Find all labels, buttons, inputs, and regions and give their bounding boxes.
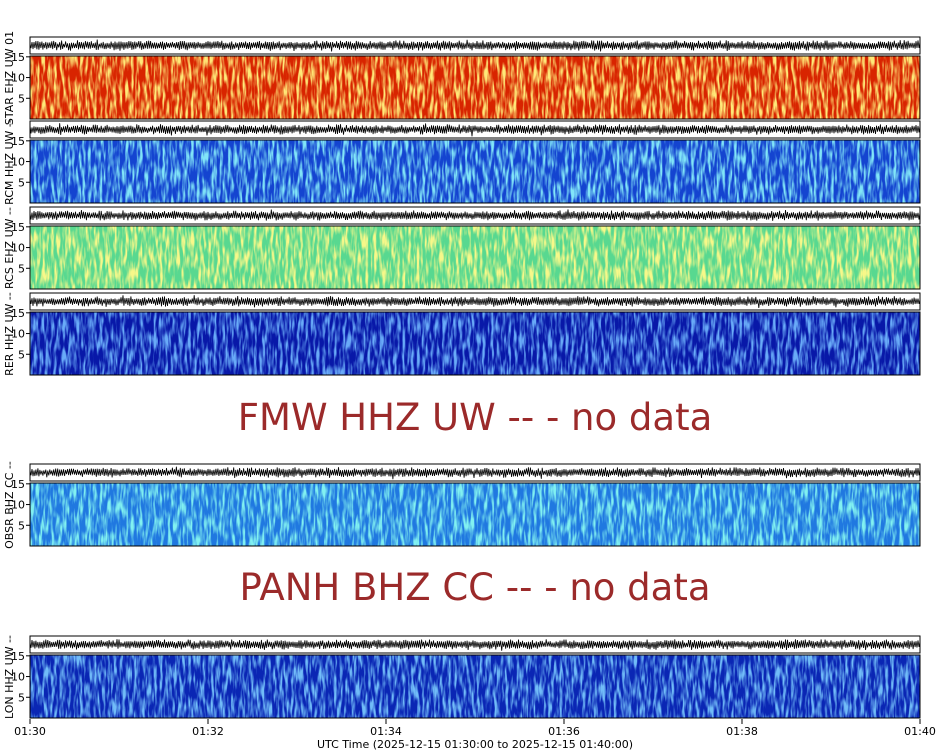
- y-tick-label: 10: [11, 242, 25, 255]
- y-tick-label: 10: [11, 156, 25, 169]
- spectrogram-frame: [29, 482, 921, 547]
- no-data-message: FMW HHZ UW -- - no data: [238, 396, 713, 439]
- x-tick-label: 01:32: [192, 725, 224, 738]
- spectrogram: [30, 56, 920, 119]
- spectrogram-frame: [29, 311, 921, 376]
- spectrogram: [30, 483, 920, 546]
- y-tick-label: 15: [11, 51, 25, 64]
- x-tick-label: 01:40: [904, 725, 936, 738]
- y-tick-label: 15: [11, 221, 25, 234]
- spectrogram: [30, 226, 920, 289]
- y-tick-label: 15: [11, 307, 25, 320]
- waveform: [29, 295, 921, 308]
- no-data-message: PANH BHZ CC -- - no data: [239, 566, 710, 609]
- station-label: RCM HHZ UW --: [3, 119, 16, 205]
- y-tick-label: 5: [18, 262, 25, 275]
- spectrogram-frame: [29, 654, 921, 719]
- waveform-frame: [29, 120, 921, 139]
- y-tick-label: 5: [18, 348, 25, 361]
- y-tick-label: 10: [11, 72, 25, 85]
- station-label: OBSR BHZ CC --: [3, 461, 16, 549]
- y-tick-label: 10: [11, 328, 25, 341]
- station-label: LON HHZ UW --: [3, 635, 16, 719]
- y-tick-label: 15: [11, 135, 25, 148]
- x-axis-label: UTC Time (2025-12-15 01:30:00 to 2025-12…: [317, 738, 633, 751]
- waveform: [29, 123, 921, 137]
- waveform: [29, 209, 921, 221]
- spectrogram: [30, 312, 920, 375]
- spectrogram-frame: [29, 225, 921, 290]
- y-tick-label: 15: [11, 478, 25, 491]
- y-tick-label: 5: [18, 519, 25, 532]
- spectrogram-frame: [29, 55, 921, 120]
- x-tick-label: 01:34: [370, 725, 402, 738]
- y-tick-label: 5: [18, 92, 25, 105]
- waveform: [29, 639, 921, 651]
- y-tick-label: 15: [11, 650, 25, 663]
- x-tick-label: 01:36: [548, 725, 580, 738]
- waveform: [29, 466, 921, 480]
- spectrogram: [30, 655, 920, 718]
- station-label: STAR EHZ UW 01: [3, 31, 16, 125]
- x-tick-label: 01:30: [14, 725, 46, 738]
- x-tick-label: 01:38: [726, 725, 758, 738]
- y-tick-label: 5: [18, 176, 25, 189]
- station-label: RCS EHZ UW --: [3, 207, 16, 289]
- y-tick-label: 10: [11, 499, 25, 512]
- waveform: [29, 39, 921, 52]
- y-tick-label: 10: [11, 671, 25, 684]
- spectrogram: [30, 140, 920, 203]
- spectrogram-frame: [29, 139, 921, 204]
- y-tick-label: 5: [18, 691, 25, 704]
- station-label: RER HHZ UW --: [3, 292, 16, 376]
